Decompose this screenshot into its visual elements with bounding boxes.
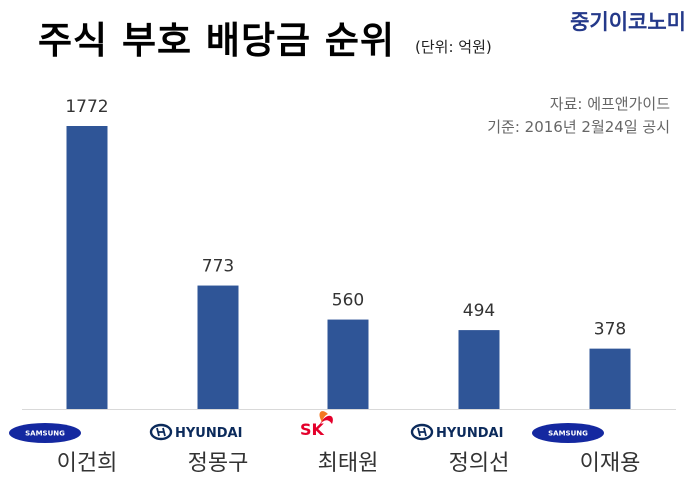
bar-5	[589, 348, 631, 409]
samsung-logo-text: SAMSUNG	[548, 430, 588, 438]
hyundai-logo-mark	[410, 423, 434, 441]
unit-label: (단위: 억원)	[415, 38, 492, 56]
source-line: 자료: 에프앤가이드	[549, 95, 670, 113]
date-line: 기준: 2016년 2월24일 공시	[487, 118, 670, 136]
category-label: 이재용	[580, 451, 641, 476]
bar-3	[327, 319, 369, 409]
samsung-logo-icon: SAMSUNG	[9, 423, 81, 443]
category-label: 정의선	[449, 451, 510, 476]
value-label: 1772	[65, 97, 108, 117]
hyundai-logo-mark	[149, 423, 173, 441]
hyundai-logo-icon: HYUNDAI	[410, 423, 503, 441]
hyundai-logo-h	[156, 427, 166, 437]
value-label: 773	[202, 257, 234, 277]
hyundai-logo-text: HYUNDAI	[175, 426, 242, 441]
sk-logo-icon: SK	[300, 411, 333, 439]
samsung-logo-text: SAMSUNG	[25, 430, 65, 438]
bar-4	[458, 330, 500, 409]
samsung-logo-icon: SAMSUNG	[532, 423, 604, 443]
sk-butterfly-orange	[319, 411, 328, 422]
value-label: 560	[332, 291, 364, 311]
sk-logo-text: SK	[300, 420, 325, 439]
bar-2	[197, 285, 239, 409]
samsung-logo-ellipse	[532, 423, 604, 443]
brand-logo: 중기이코노미	[570, 10, 686, 34]
source-note: 자료: 에프앤가이드 기준: 2016년 2월24일 공시	[487, 93, 670, 139]
category-label: 최태원	[318, 451, 379, 476]
hyundai-logo-icon: HYUNDAI	[149, 423, 242, 441]
sk-butterfly-red	[320, 415, 333, 424]
category-label: 정몽구	[188, 451, 249, 476]
hyundai-logo-text: HYUNDAI	[436, 426, 503, 441]
bar-1	[66, 126, 108, 409]
value-label: 494	[463, 301, 495, 321]
hyundai-logo-h	[417, 427, 427, 437]
value-label: 378	[594, 320, 626, 340]
category-label: 이건희	[57, 451, 118, 476]
chart-title: 주식 부호 배당금 순위	[38, 19, 396, 62]
samsung-logo-ellipse	[9, 423, 81, 443]
